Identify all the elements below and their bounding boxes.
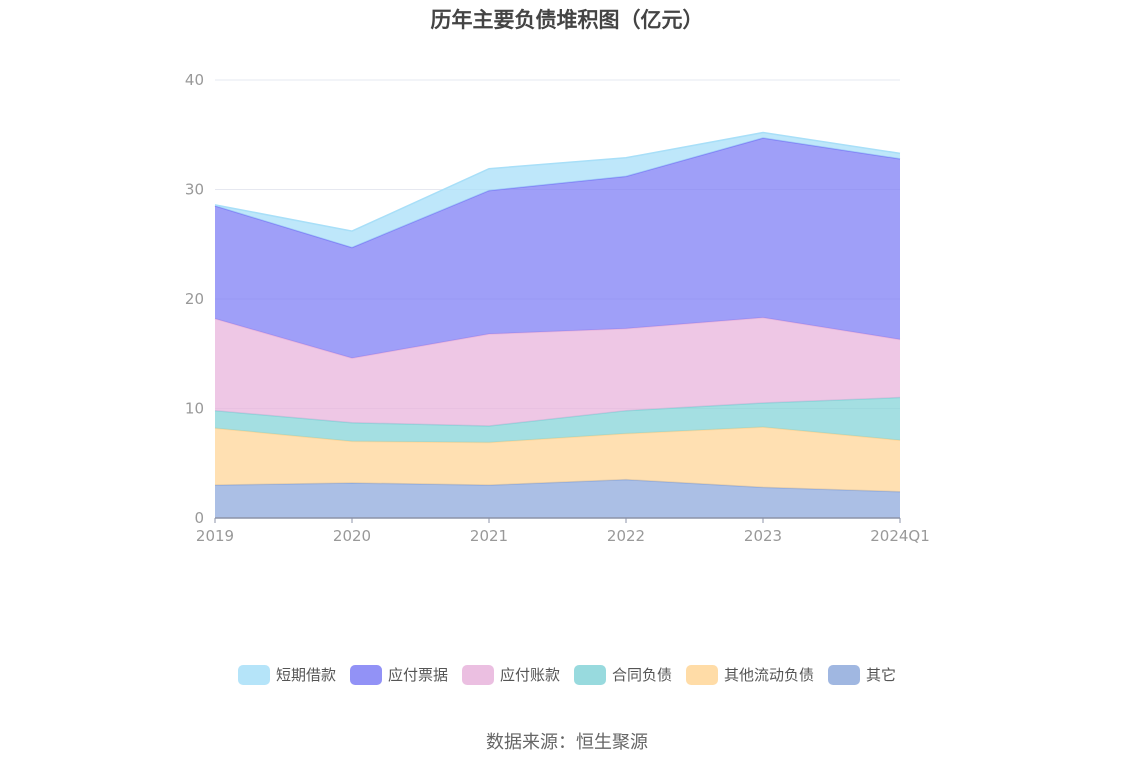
y-tick-label: 20	[185, 290, 204, 308]
chart-legend: 短期借款 应付票据 应付账款 合同负债 其他流动负债 其它	[0, 664, 1134, 685]
legend-swatch	[828, 664, 861, 685]
area-series-0[interactable]	[215, 479, 900, 518]
chart-title: 历年主要负债堆积图（亿元）	[430, 8, 704, 32]
x-tick-label: 2021	[470, 527, 508, 545]
legend-swatch	[461, 664, 494, 685]
y-tick-label: 0	[194, 509, 204, 527]
area-series-line-0	[214, 478, 901, 493]
legend-swatch	[349, 664, 382, 685]
legend-swatch	[574, 664, 606, 685]
area-series-2[interactable]	[215, 397, 900, 443]
legend-item[interactable]: 应付账款	[461, 664, 560, 685]
legend-label: 其它	[866, 666, 897, 684]
legend-item[interactable]: 其它	[828, 664, 896, 685]
legend-swatch	[237, 664, 270, 685]
legend-label: 应付账款	[499, 666, 560, 684]
axis-layer: 0 10 20 30 40 2019 2020 2021 2022 2023 2024Q1	[185, 71, 930, 545]
y-tick-label: 30	[185, 181, 204, 199]
y-tick-label: 10	[185, 400, 204, 418]
x-tick-label: 2020	[333, 527, 371, 545]
legend-item[interactable]: 其他流动负债	[686, 664, 814, 685]
x-tick-label: 2024Q1	[870, 527, 930, 545]
area-series-line-5	[214, 131, 901, 232]
legend-item[interactable]: 应付票据	[349, 664, 448, 685]
legend-swatch	[686, 664, 719, 685]
x-tick-label: 2019	[196, 527, 234, 545]
area-series-4[interactable]	[215, 138, 900, 359]
area-layer	[214, 131, 901, 518]
legend-label: 短期借款	[275, 666, 336, 684]
data-source: 数据来源：恒生聚源	[486, 732, 648, 753]
legend-item[interactable]: 合同负债	[574, 664, 672, 685]
area-series-1[interactable]	[215, 427, 900, 492]
legend-label: 合同负债	[612, 666, 673, 684]
legend-label: 应付票据	[387, 666, 448, 684]
legend-label: 其他流动负债	[724, 666, 815, 684]
legend-item[interactable]: 短期借款	[237, 664, 336, 685]
x-tick-label: 2022	[607, 527, 645, 545]
area-series-5[interactable]	[215, 132, 900, 248]
x-tick-label: 2023	[744, 527, 782, 545]
y-tick-label: 40	[185, 71, 204, 89]
area-series-3[interactable]	[215, 317, 900, 427]
